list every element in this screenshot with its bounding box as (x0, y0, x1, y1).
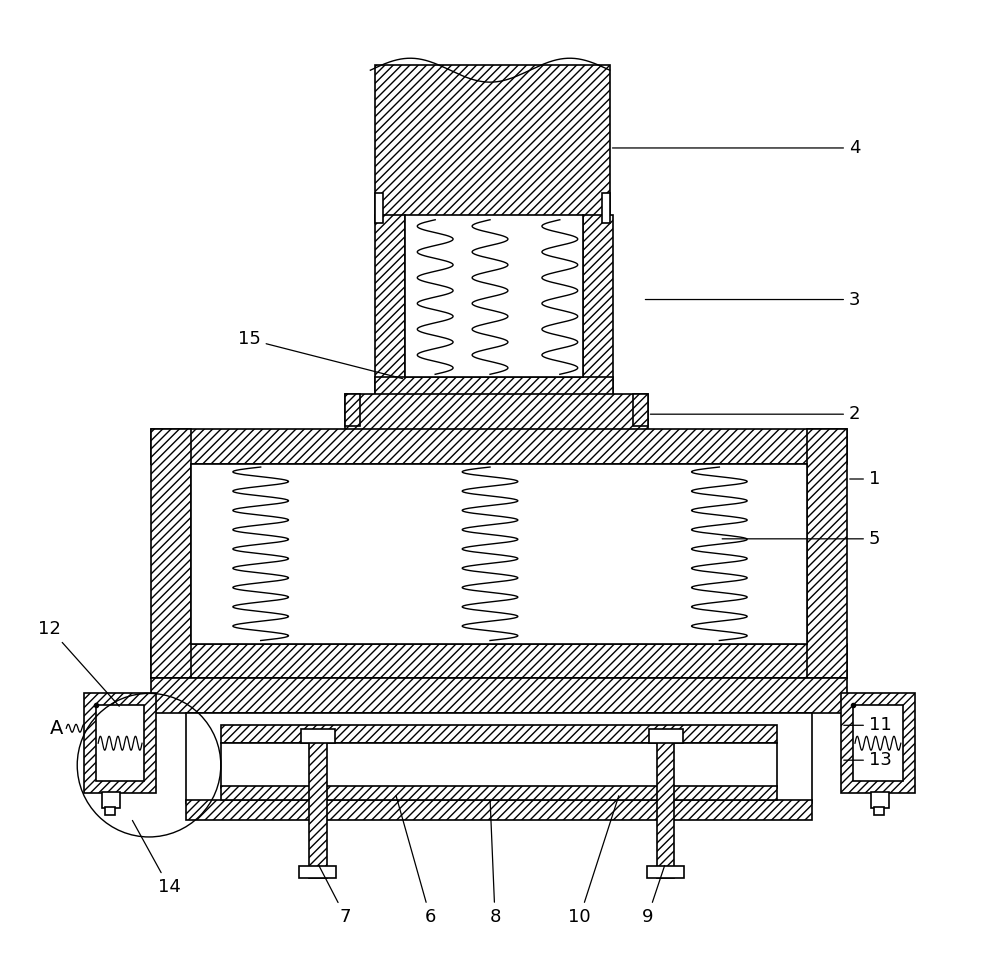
Text: 6: 6 (396, 796, 436, 925)
Text: 11: 11 (844, 716, 892, 735)
Text: 10: 10 (568, 796, 619, 925)
Text: 8: 8 (489, 801, 501, 925)
Bar (405, 215, 583, 377)
Text: 15: 15 (238, 331, 403, 379)
Bar (807, 429, 847, 678)
Text: 2: 2 (650, 406, 860, 423)
Bar (151, 643, 847, 678)
Bar (221, 786, 777, 800)
Bar (633, 394, 648, 426)
Bar (102, 792, 120, 808)
Text: 7: 7 (319, 865, 351, 925)
Bar (151, 429, 847, 464)
Bar (221, 743, 777, 788)
Bar (375, 215, 405, 399)
Bar (96, 705, 144, 782)
Text: 14: 14 (132, 821, 180, 896)
Bar (151, 429, 191, 678)
Text: 3: 3 (645, 291, 860, 309)
Bar (151, 678, 847, 713)
Text: 9: 9 (642, 866, 665, 925)
Bar (874, 807, 884, 815)
Bar (871, 792, 889, 808)
Text: 12: 12 (38, 620, 119, 706)
Bar (647, 866, 684, 877)
Bar (375, 65, 610, 220)
Bar (186, 713, 812, 803)
Text: 13: 13 (844, 751, 892, 769)
Bar (309, 738, 327, 877)
Bar (186, 800, 812, 820)
Bar (602, 193, 610, 222)
Bar (191, 464, 807, 643)
Text: A: A (50, 719, 63, 737)
Bar (105, 807, 115, 815)
Bar (853, 705, 903, 782)
Bar (84, 693, 156, 793)
Text: 5: 5 (722, 529, 880, 548)
Bar (345, 394, 360, 426)
Bar (841, 693, 915, 793)
Bar (657, 738, 674, 877)
Bar (375, 377, 613, 399)
Bar (299, 866, 336, 877)
Bar (301, 729, 335, 743)
Bar (345, 394, 648, 432)
Bar (649, 729, 683, 743)
Bar (221, 725, 777, 743)
Text: 4: 4 (612, 139, 860, 157)
Bar (583, 215, 613, 399)
Text: 1: 1 (850, 470, 880, 488)
Bar (375, 193, 383, 222)
